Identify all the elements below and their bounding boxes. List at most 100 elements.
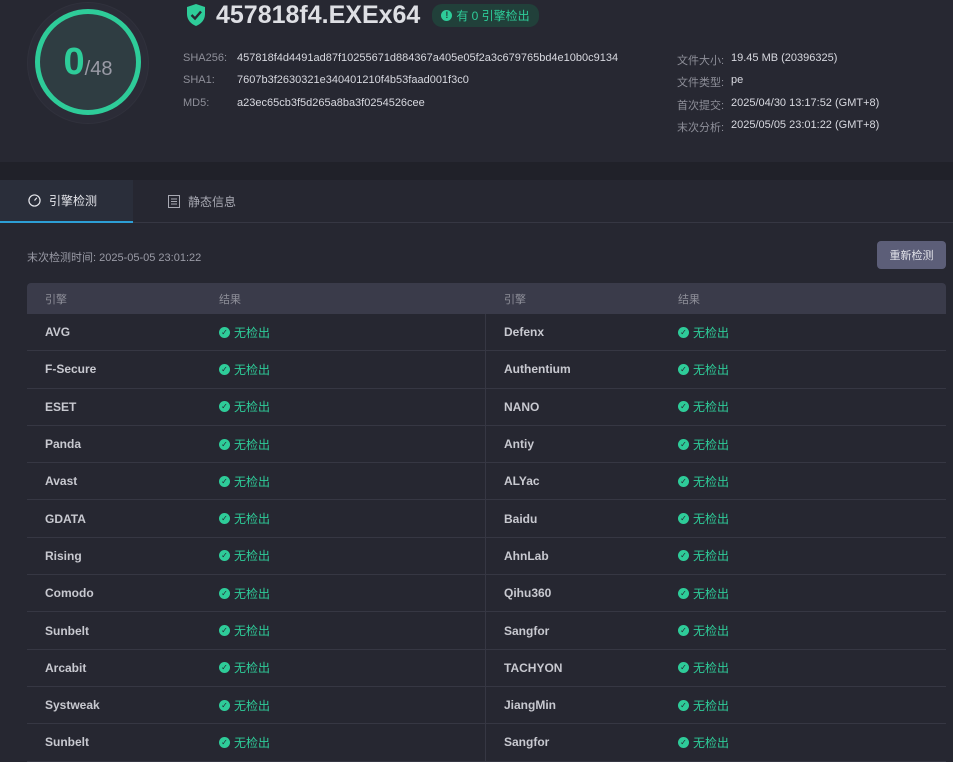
meta-type: 文件类型: pe <box>677 74 743 90</box>
check-circle-icon: ✓ <box>678 662 689 674</box>
meta-label: 首次提交: <box>677 100 725 112</box>
tab-label: 静态信息 <box>188 195 237 209</box>
engine-name: Panda <box>45 437 82 452</box>
engine-name: AVG <box>45 325 71 340</box>
meta-last-analysis: 末次分析: 2025/05/05 23:01:22 (GMT+8) <box>677 119 879 135</box>
result-cell: ✓ 无检出 <box>201 537 486 575</box>
result-cell: ✓ 无检出 <box>201 649 486 686</box>
shield-check-icon <box>187 4 205 26</box>
result-text: 无检出 <box>693 549 730 564</box>
hash-sha256: SHA256: 457818f4d4491ad87f10255671d884367… <box>183 52 618 64</box>
result-text: 无检出 <box>693 362 730 377</box>
engine-name: TACHYON <box>504 660 563 675</box>
result-cell: ✓ 无检出 <box>660 426 729 462</box>
gauge-icon <box>28 194 41 207</box>
meta-value: pe <box>731 74 744 86</box>
column-header: 结果 <box>678 293 700 306</box>
check-circle-icon: ✓ <box>678 587 689 599</box>
engine-name: Baidu <box>504 511 538 526</box>
result-text: 无检出 <box>234 437 271 452</box>
detection-badge: ! 有 0 引擎检出 <box>432 3 539 27</box>
detection-score-ring: 0/48 <box>35 9 141 115</box>
check-circle-icon: ✓ <box>678 475 689 487</box>
result-text: 无检出 <box>693 698 730 713</box>
result-cell: ✓ 无检出 <box>201 575 486 612</box>
table-row: Panda ✓ 无检出 Antiy ✓ 无检出 <box>27 425 946 464</box>
result-text: 无检出 <box>234 624 271 639</box>
result-cell: ✓ 无检出 <box>660 389 729 425</box>
engine-name: ALYac <box>504 474 540 489</box>
check-circle-icon: ✓ <box>219 438 230 450</box>
engine-name: Sunbelt <box>45 623 89 638</box>
check-circle-icon: ✓ <box>219 363 230 375</box>
tab-static-info[interactable]: 静态信息 <box>168 180 236 223</box>
divider <box>0 162 953 180</box>
tab-bar: 引擎检测 静态信息 <box>0 180 953 223</box>
engine-name: Sangfor <box>504 623 550 638</box>
result-cell: ✓ 无检出 <box>201 724 486 761</box>
engine-name: ESET <box>45 399 77 414</box>
result-cell: ✓ 无检出 <box>201 388 486 425</box>
meta-label: 文件类型: <box>677 77 725 89</box>
hash-label: SHA256: <box>183 52 228 64</box>
hash-md5: MD5: a23ec65cb3f5d265a8ba3f0254526cee <box>183 97 425 109</box>
check-circle-icon: ✓ <box>678 699 689 711</box>
hash-sha1: SHA1: 7607b3f2630321e340401210f4b53faad00… <box>183 74 469 86</box>
check-circle-icon: ✓ <box>219 699 230 711</box>
result-text: 无检出 <box>234 586 271 601</box>
check-circle-icon: ✓ <box>219 662 230 674</box>
table-row: ESET ✓ 无检出 NANO ✓ 无检出 <box>27 388 946 426</box>
result-cell: ✓ 无检出 <box>660 314 729 350</box>
check-circle-icon: ✓ <box>219 326 230 338</box>
check-circle-icon: ✓ <box>678 736 689 748</box>
check-circle-icon: ✓ <box>219 550 230 562</box>
result-text: 无检出 <box>234 362 271 377</box>
result-text: 无检出 <box>234 474 271 489</box>
meta-value: 19.45 MB (20396325) <box>731 52 838 64</box>
result-cell: ✓ 无检出 <box>201 351 486 388</box>
result-cell: ✓ 无检出 <box>201 425 486 463</box>
result-cell: ✓ 无检出 <box>660 612 729 648</box>
meta-size: 文件大小: 19.45 MB (20396325) <box>677 52 837 68</box>
result-cell: ✓ 无检出 <box>660 500 729 536</box>
result-text: 无检出 <box>693 512 730 527</box>
engine-name: Antiy <box>504 437 534 452</box>
result-text: 无检出 <box>234 661 271 676</box>
table-header: 引擎 结果 引擎 结果 <box>27 283 946 314</box>
engine-name: Rising <box>45 548 82 563</box>
check-circle-icon: ✓ <box>678 326 689 338</box>
file-summary-panel <box>0 0 953 162</box>
list-icon <box>168 195 180 208</box>
table-row: F-Secure ✓ 无检出 Authentium ✓ 无检出 <box>27 351 946 389</box>
check-circle-icon: ✓ <box>219 587 230 599</box>
engine-name: NANO <box>504 399 540 414</box>
result-text: 无检出 <box>234 698 271 713</box>
result-cell: ✓ 无检出 <box>660 538 729 574</box>
table-row: Arcabit ✓ 无检出 TACHYON ✓ 无检出 <box>27 649 946 687</box>
meta-value: 2025/04/30 13:17:52 (GMT+8) <box>731 97 880 109</box>
tab-engine-detection[interactable]: 引擎检测 <box>0 180 133 223</box>
result-text: 无检出 <box>693 437 730 452</box>
engine-name: Avast <box>45 474 78 489</box>
engine-name: Sunbelt <box>45 735 89 750</box>
engine-name: Authentium <box>504 362 571 377</box>
engine-name: Defenx <box>504 325 545 340</box>
column-header: 结果 <box>219 293 241 306</box>
result-cell: ✓ 无检出 <box>660 724 729 760</box>
engine-name: Systweak <box>45 698 100 713</box>
engine-name: JiangMin <box>504 698 557 713</box>
check-circle-icon: ✓ <box>678 550 689 562</box>
file-name: 457818f4.EXEx64 <box>216 0 421 29</box>
info-icon: ! <box>441 9 453 21</box>
engine-name: Arcabit <box>45 660 87 675</box>
hash-label: MD5: <box>183 97 210 109</box>
detected-count: 0 <box>63 40 85 83</box>
engine-name: GDATA <box>45 511 86 526</box>
rescan-button[interactable]: 重新检测 <box>877 241 946 269</box>
hash-value: 7607b3f2630321e340401210f4b53faad001f3c0 <box>237 74 469 86</box>
result-text: 无检出 <box>693 474 730 489</box>
engine-name: Sangfor <box>504 735 550 750</box>
engine-name: Qihu360 <box>504 586 552 601</box>
result-cell: ✓ 无检出 <box>201 612 486 649</box>
hash-value: 457818f4d4491ad87f10255671d884367a405e05… <box>237 52 619 64</box>
